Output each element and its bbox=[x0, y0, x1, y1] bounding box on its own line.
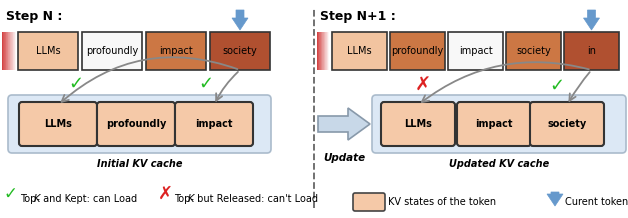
Text: K: K bbox=[188, 194, 195, 204]
FancyBboxPatch shape bbox=[146, 32, 206, 70]
Polygon shape bbox=[232, 10, 248, 30]
FancyArrowPatch shape bbox=[216, 72, 238, 101]
Text: Update: Update bbox=[323, 153, 365, 163]
Bar bbox=[6, 32, 7, 70]
FancyBboxPatch shape bbox=[97, 102, 175, 146]
Text: profoundly: profoundly bbox=[86, 46, 138, 56]
Text: impact: impact bbox=[475, 119, 512, 129]
FancyBboxPatch shape bbox=[175, 102, 253, 146]
FancyArrowPatch shape bbox=[62, 57, 237, 102]
Text: Step N :: Step N : bbox=[6, 10, 62, 23]
Text: LLMs: LLMs bbox=[404, 119, 432, 129]
FancyArrowPatch shape bbox=[422, 62, 589, 102]
Bar bbox=[5, 32, 6, 70]
FancyBboxPatch shape bbox=[564, 32, 619, 70]
FancyBboxPatch shape bbox=[210, 32, 270, 70]
FancyBboxPatch shape bbox=[372, 95, 626, 153]
Polygon shape bbox=[547, 192, 563, 206]
Text: Curent token: Curent token bbox=[565, 197, 628, 207]
Bar bbox=[15, 32, 16, 70]
Text: impact: impact bbox=[458, 46, 492, 56]
FancyBboxPatch shape bbox=[8, 95, 271, 153]
Bar bbox=[11, 32, 12, 70]
Polygon shape bbox=[583, 10, 600, 30]
Text: LLMs: LLMs bbox=[44, 119, 72, 129]
FancyBboxPatch shape bbox=[381, 102, 455, 146]
Bar bbox=[2, 32, 3, 70]
Text: ✓: ✓ bbox=[68, 75, 84, 92]
Text: KV states of the token: KV states of the token bbox=[388, 197, 496, 207]
Bar bbox=[13, 32, 14, 70]
Text: profoundly: profoundly bbox=[391, 46, 443, 56]
FancyBboxPatch shape bbox=[530, 102, 604, 146]
Text: society: society bbox=[548, 119, 587, 129]
Bar bbox=[4, 32, 5, 70]
Text: Step N+1 :: Step N+1 : bbox=[320, 10, 396, 23]
Text: society: society bbox=[222, 46, 257, 56]
Text: Initial KV cache: Initial KV cache bbox=[97, 159, 182, 169]
FancyBboxPatch shape bbox=[18, 32, 78, 70]
FancyBboxPatch shape bbox=[332, 32, 387, 70]
Text: ✓: ✓ bbox=[4, 185, 18, 203]
FancyBboxPatch shape bbox=[82, 32, 142, 70]
Text: in: in bbox=[587, 46, 596, 56]
Bar bbox=[12, 32, 13, 70]
FancyBboxPatch shape bbox=[457, 102, 531, 146]
FancyBboxPatch shape bbox=[506, 32, 561, 70]
Text: impact: impact bbox=[159, 46, 193, 56]
Text: K: K bbox=[34, 194, 40, 204]
Text: ✗: ✗ bbox=[158, 185, 173, 203]
Text: ✓: ✓ bbox=[550, 77, 565, 94]
Bar bbox=[9, 32, 11, 70]
Text: impact: impact bbox=[195, 119, 233, 129]
Text: and Kept: can Load: and Kept: can Load bbox=[40, 194, 137, 204]
Text: LLMs: LLMs bbox=[36, 46, 60, 56]
Text: but Released: can't Load: but Released: can't Load bbox=[194, 194, 318, 204]
Text: Top-: Top- bbox=[20, 194, 40, 204]
FancyBboxPatch shape bbox=[19, 102, 97, 146]
FancyBboxPatch shape bbox=[448, 32, 503, 70]
Text: ✓: ✓ bbox=[198, 75, 214, 92]
Text: society: society bbox=[516, 46, 551, 56]
FancyBboxPatch shape bbox=[353, 193, 385, 211]
Bar bbox=[14, 32, 15, 70]
FancyBboxPatch shape bbox=[390, 32, 445, 70]
Bar bbox=[3, 32, 4, 70]
FancyArrowPatch shape bbox=[570, 72, 590, 101]
Text: ✗: ✗ bbox=[414, 76, 431, 95]
Bar bbox=[7, 32, 8, 70]
Text: LLMs: LLMs bbox=[347, 46, 372, 56]
Text: profoundly: profoundly bbox=[106, 119, 166, 129]
Polygon shape bbox=[318, 108, 370, 140]
Bar bbox=[8, 32, 9, 70]
Text: Top-: Top- bbox=[174, 194, 194, 204]
Text: Updated KV cache: Updated KV cache bbox=[449, 159, 549, 169]
